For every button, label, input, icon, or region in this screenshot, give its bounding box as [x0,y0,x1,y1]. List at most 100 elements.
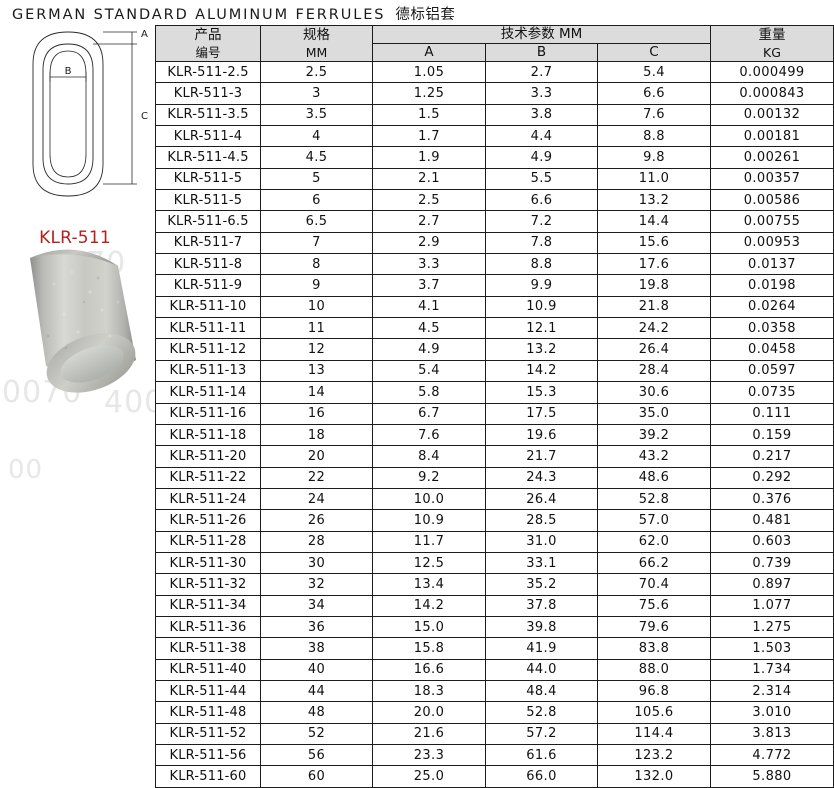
table-cell: 0.0458 [710,338,834,361]
table-cell: 60 [260,765,373,788]
header-tech-group: 技术参数 MM [372,25,711,44]
table-row: KLR-511-3 3 1.25 3.3 6.6 0.000843 [155,82,834,105]
header-spec: 规格 MM [260,25,373,62]
table-cell: 44 [260,679,373,703]
table-cell: KLR-511-30 [155,551,261,575]
ferrule-bore-opening [60,345,124,383]
table-cell: KLR-511-12 [155,338,261,361]
table-cell: 0.00132 [710,103,834,127]
table-cell: KLR-511-18 [155,423,261,447]
table-cell: 3.813 [710,722,834,746]
page-title-english: GERMAN STANDARD ALUMINUM FERRULES [12,7,386,23]
part-number-label: KLR-511 [39,228,111,248]
table-header: 产品 编号 规格 MM 技术参数 MM 重量 KG A B C [155,25,834,62]
table-cell: 9.8 [597,146,711,169]
table-cell: 7.6 [372,423,486,447]
table-cell: 5.880 [710,765,834,788]
table-body: KLR-511-2.5 2.5 1.05 2.7 5.4 0.000499 KLR-511-… [155,60,834,788]
table-cell: 21.6 [372,722,486,746]
table-row: KLR-511-24 24 10.0 26.4 52.8 0.376 [155,487,834,511]
table-cell: 15.8 [372,637,486,660]
header-model-line2: 编号 [195,44,221,60]
table-row: KLR-511-12 12 4.9 13.2 26.4 0.0458 [155,338,834,361]
table-cell: 0.00181 [710,125,834,148]
header-col-c: C [597,43,711,62]
table-row: KLR-511-38 38 15.8 41.9 83.8 1.503 [155,637,834,660]
table-cell: 4.1 [372,295,486,319]
table-cell: 0.0358 [710,317,834,340]
c-dimension-label: C [141,111,148,122]
table-cell: 3.3 [485,82,598,105]
table-cell: KLR-511-13 [155,359,261,383]
table-cell: KLR-511-4.5 [155,146,261,169]
table-cell: 0.00261 [710,146,834,169]
table-cell: 48 [260,701,373,724]
table-cell: 44.0 [485,658,598,681]
table-cell: KLR-511-10 [155,295,261,319]
table-cell: 38 [260,637,373,660]
table-cell: 31.0 [485,530,598,553]
table-cell: 11.7 [372,530,486,553]
table-cell: 3.8 [485,103,598,127]
table-cell: 10 [260,295,373,319]
table-cell: KLR-511-20 [155,445,261,468]
table-row: KLR-511-14 14 5.8 15.3 30.6 0.0735 [155,381,834,404]
table-cell: 0.217 [710,445,834,468]
table-cell: 6.7 [372,402,486,425]
table-header-row-1: 产品 编号 规格 MM 技术参数 MM 重量 KG [155,25,834,62]
table-cell: KLR-511-5 [155,167,261,191]
table-cell: 16 [260,402,373,425]
table-row: KLR-511-7 7 2.9 7.8 15.6 0.00953 [155,231,834,255]
table-cell: 3.010 [710,701,834,724]
table-row: KLR-511-16 16 6.7 17.5 35.0 0.111 [155,402,834,425]
table-cell: 14.4 [597,210,711,233]
table-cell: 2.314 [710,679,834,703]
header-weight-line1: 重量 [758,26,786,43]
cross-section-svg: B A C [32,29,148,197]
header-weight-line2: KG [763,44,781,60]
table-cell: 4.5 [260,146,373,169]
table-row: KLR-511-10 10 4.1 10.9 21.8 0.0264 [155,295,834,319]
table-row: KLR-511-3.5 3.5 1.5 3.8 7.6 0.00132 [155,103,834,127]
table-row: KLR-511-22 22 9.2 24.3 48.6 0.292 [155,466,834,489]
table-cell: 39.8 [485,615,598,639]
table-cell: 0.000499 [710,60,834,84]
table-cell: 34 [260,594,373,617]
table-cell: KLR-511-11 [155,317,261,340]
table-cell: 28 [260,530,373,553]
page-title-chinese: 德标铝套 [395,7,456,23]
table-cell: 5 [260,167,373,191]
table-cell: 7.6 [597,103,711,127]
table-row: KLR-511-40 40 16.6 44.0 88.0 1.734 [155,658,834,681]
table-cell: 0.0198 [710,274,834,297]
table-cell: 8 [260,253,373,276]
table-cell: 35.2 [485,573,598,596]
table-cell: 36 [260,615,373,639]
table-cell: 19.6 [485,423,598,447]
table-cell: 2.1 [372,167,486,191]
table-cell: KLR-511-60 [155,765,261,788]
table-row: KLR-511-4.5 4.5 1.9 4.9 9.8 0.00261 [155,146,834,169]
table-cell: 35.0 [597,402,711,425]
table-cell: 40 [260,658,373,681]
header-spec-line2: MM [305,44,328,60]
table-cell: 14.2 [485,359,598,383]
table-row: KLR-511-60 60 25.0 66.0 132.0 5.880 [155,765,834,788]
table-cell: 30.6 [597,381,711,404]
table-row: KLR-511-26 26 10.9 28.5 57.0 0.481 [155,509,834,532]
header-col-b: B [485,43,598,62]
table-cell: KLR-511-38 [155,637,261,660]
table-cell: KLR-511-4 [155,125,261,148]
table-cell: 14 [260,381,373,404]
table-cell: 15.0 [372,615,486,639]
metal-texture [46,270,120,350]
table-cell: 9 [260,274,373,297]
table-cell: 132.0 [597,765,711,788]
table-cell: KLR-511-28 [155,530,261,553]
table-cell: 13.2 [485,338,598,361]
ferrule-cross-section-diagram: B A C [0,24,155,204]
table-cell: 5.4 [597,60,711,84]
table-cell: 0.603 [710,530,834,553]
table-cell: 48.6 [597,466,711,489]
table-cell: 5.4 [372,359,486,383]
